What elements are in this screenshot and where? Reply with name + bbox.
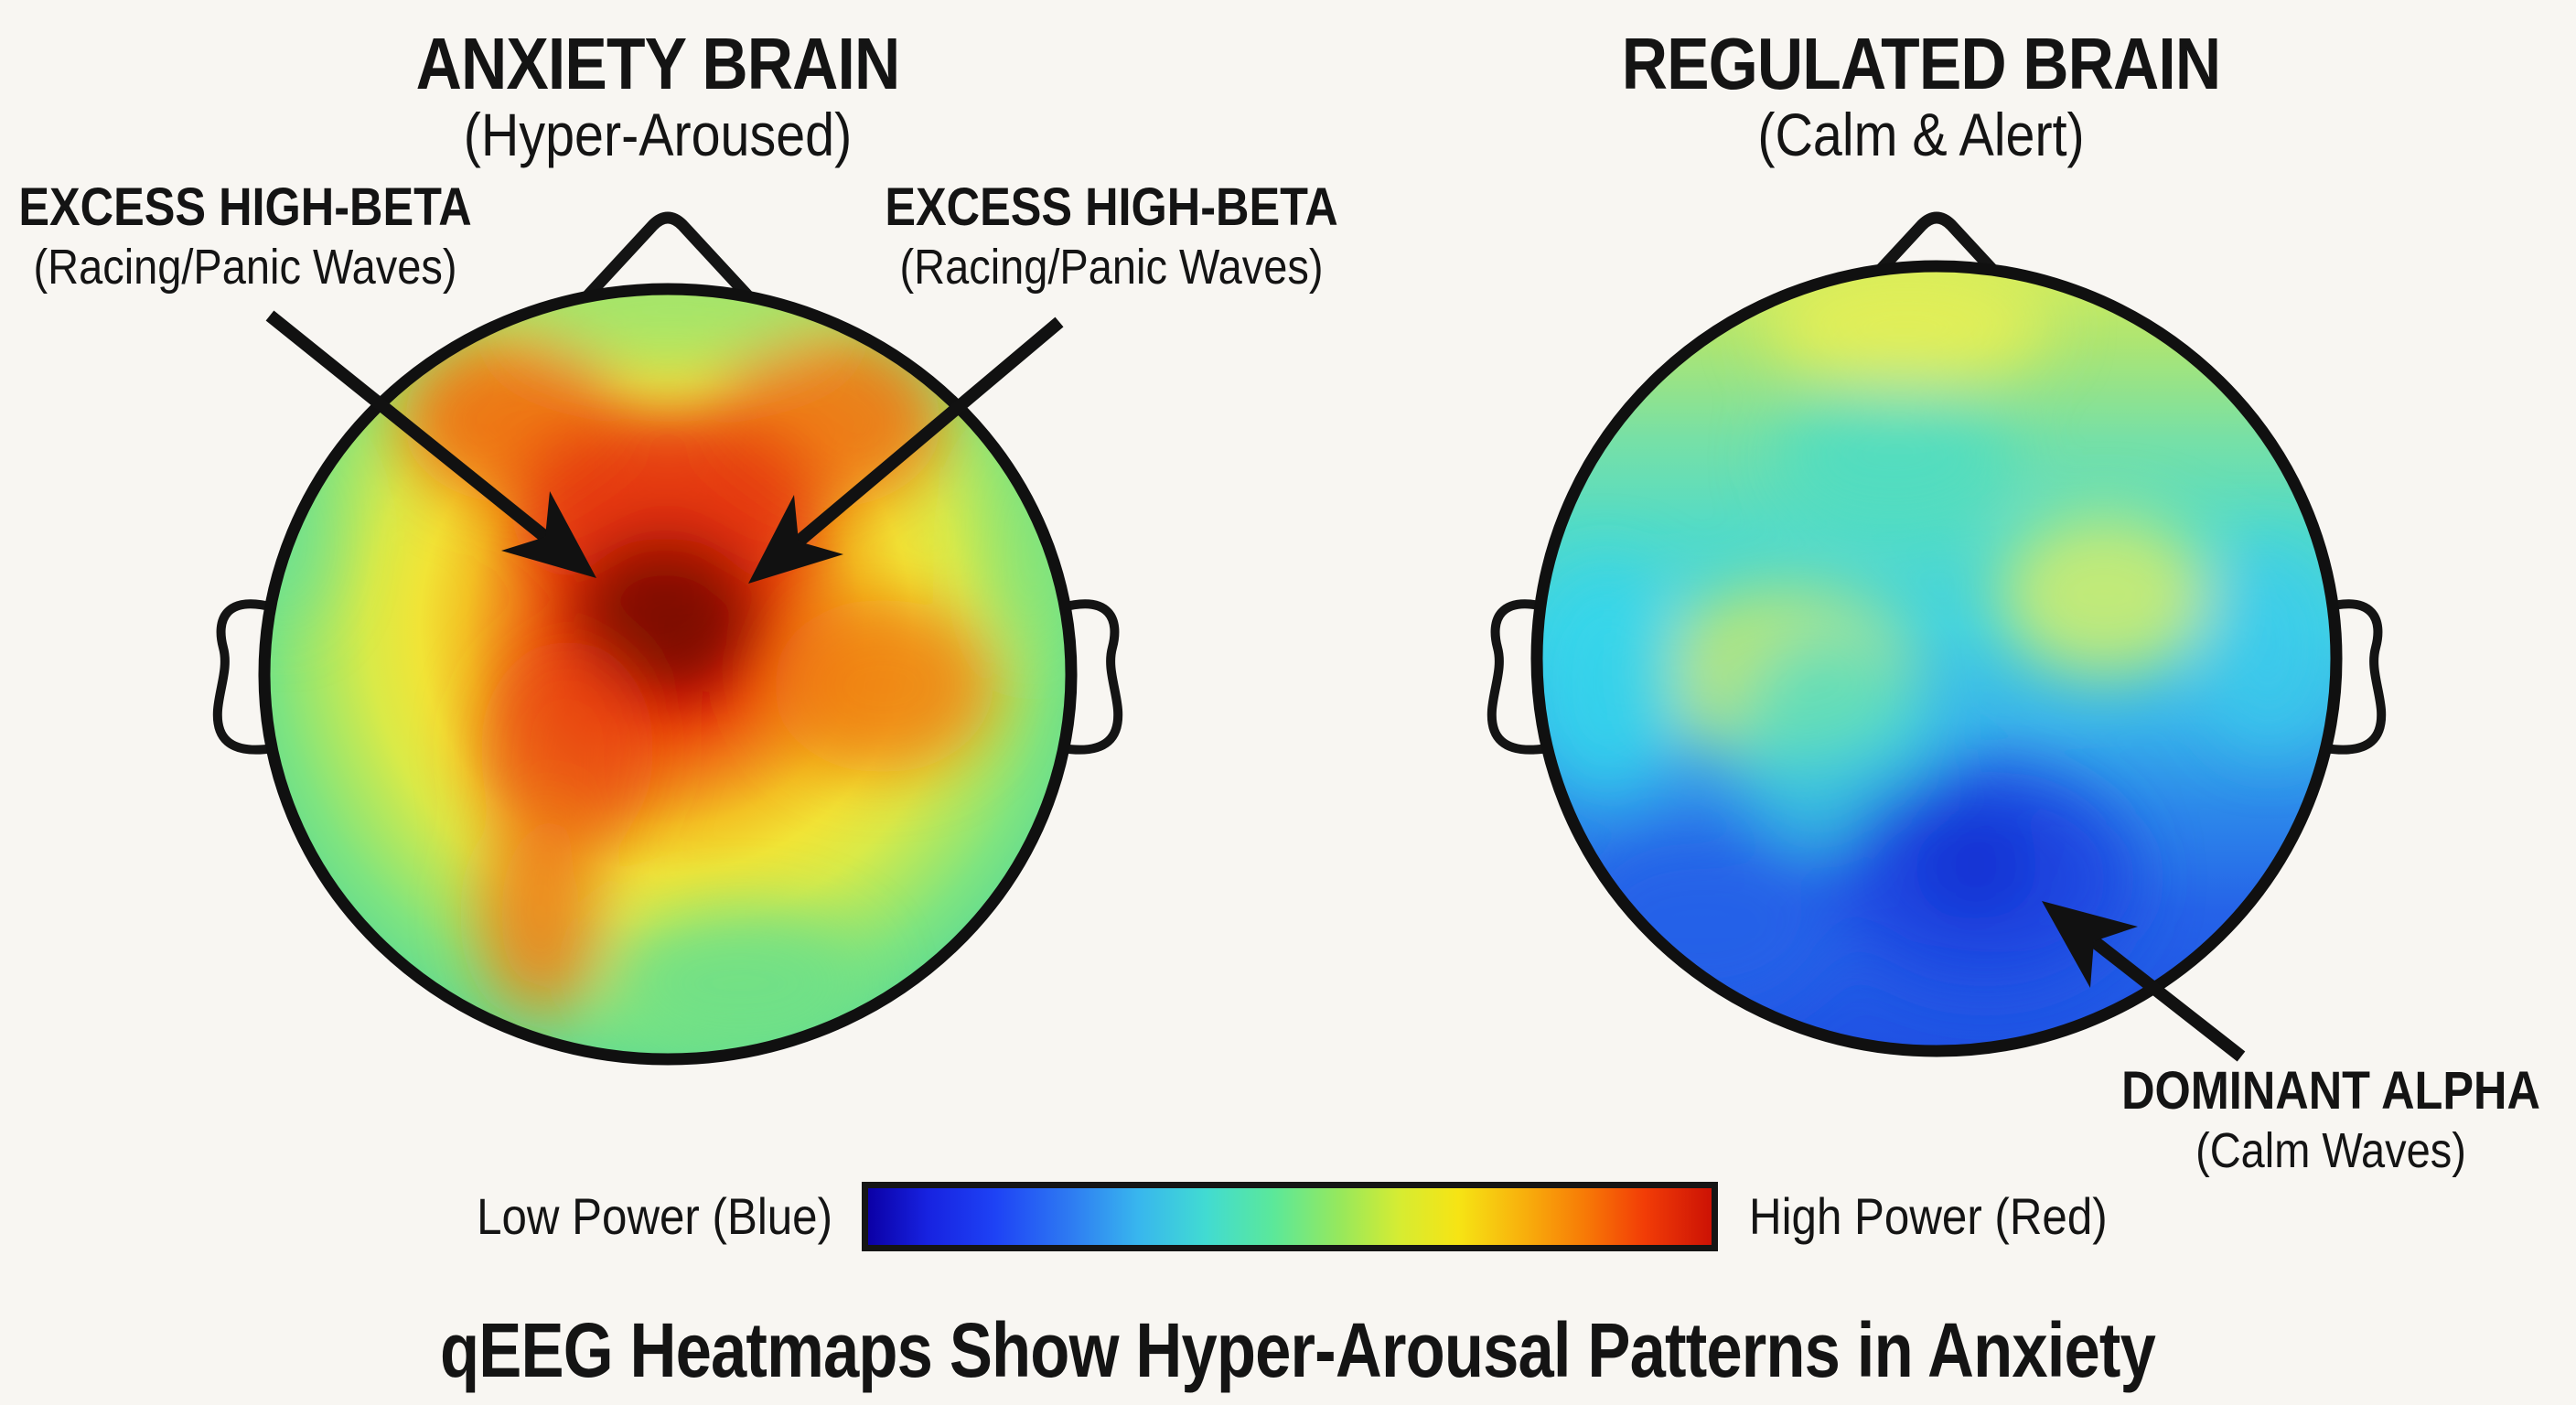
annotation-right-frontal-sublabel: (Racing/Panic Waves) <box>899 240 1324 295</box>
figure-caption: qEEG Heatmaps Show Hyper-Arousal Pattern… <box>440 1307 2156 1393</box>
anxiety-panel-subtitle: (Hyper-Aroused) <box>463 101 853 168</box>
annotation-right-frontal-label: EXCESS HIGH-BETA <box>885 177 1338 237</box>
anxiety-topomap <box>212 211 1123 1066</box>
anxiety-panel-title: ANXIETY BRAIN <box>415 23 901 104</box>
regulated-heat-field <box>1537 266 2336 1051</box>
head-outline <box>258 283 1078 1066</box>
regulated-panel-subtitle: (Calm & Alert) <box>1757 101 2085 168</box>
colorbar-gradient <box>868 1188 1712 1245</box>
anxiety-heat-field <box>264 289 1071 1059</box>
arrow-alpha-icon <box>2042 901 2246 1062</box>
annotation-left-frontal-label: EXCESS HIGH-BETA <box>18 177 472 237</box>
annotation-arrows <box>265 310 2246 1062</box>
annotation-left-frontal-sublabel: (Racing/Panic Waves) <box>33 240 457 295</box>
annotation-alpha-label: DOMINANT ALPHA <box>2121 1061 2540 1121</box>
colorbar-high-label: High Power (Red) <box>1749 1187 2108 1245</box>
left-ear-icon <box>212 599 278 755</box>
nose-icon <box>581 211 755 303</box>
head-outline <box>1530 260 2343 1057</box>
colorbar <box>862 1182 1718 1251</box>
regulated-topomap <box>1487 211 2387 1057</box>
colorbar-low-label: Low Power (Blue) <box>477 1187 832 1245</box>
right-ear-icon <box>1057 599 1123 755</box>
annotation-alpha-sublabel: (Calm Waves) <box>2195 1123 2466 1178</box>
arrow-left-beta-icon <box>265 310 596 578</box>
arrow-right-beta-icon <box>748 316 1064 584</box>
regulated-panel-title: REGULATED BRAIN <box>1621 23 2221 104</box>
